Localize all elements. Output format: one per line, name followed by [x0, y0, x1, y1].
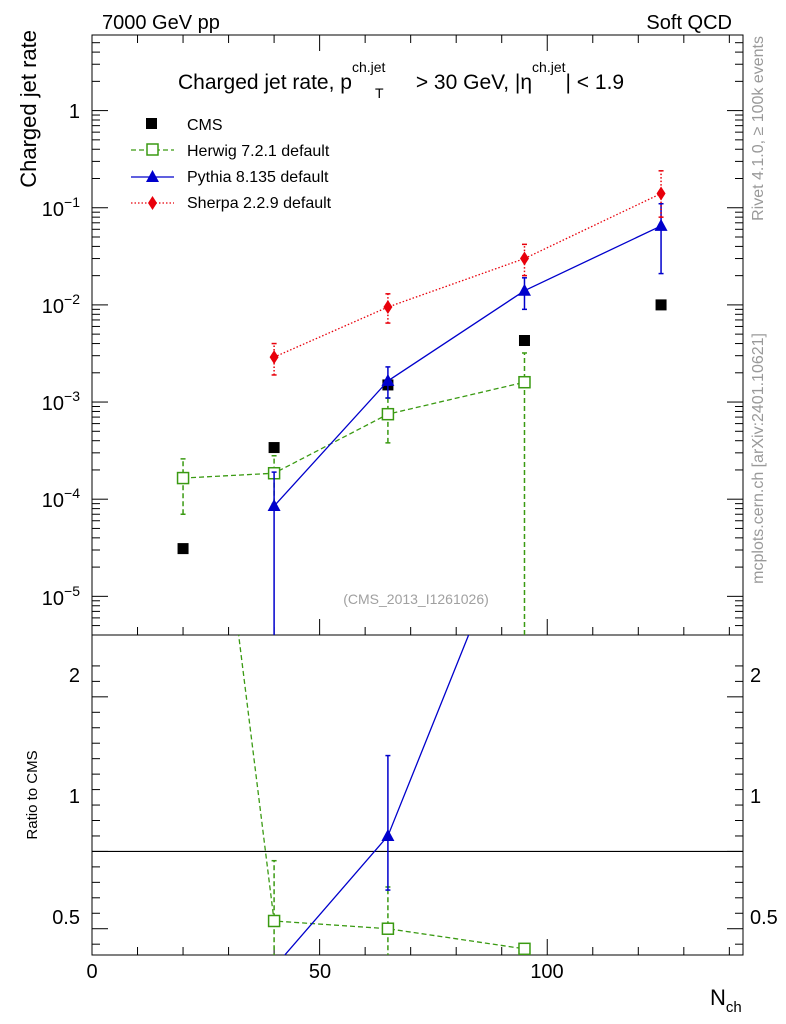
legend-label-herwig: Herwig 7.2.1 default [187, 143, 330, 160]
data-point-sherpa [269, 350, 279, 365]
data-point-cms [177, 543, 189, 555]
ratio-point-herwig [381, 922, 395, 935]
x-tick-label-0: 0 [86, 961, 97, 983]
data-point-cms [655, 299, 667, 311]
ratio-y-tick-label-2: 2 [69, 665, 80, 687]
data-point-sherpa [519, 251, 529, 266]
ratio-y-tick-label-0-5: 0.5 [52, 907, 80, 929]
y-tick-label-1e-2-exp: −2 [64, 291, 80, 307]
y-tick-label-1e-5-exp: −5 [64, 583, 80, 599]
data-point-herwig [381, 407, 395, 421]
chart-title-prefix: Charged jet rate, p [178, 71, 352, 94]
legend-label-sherpa: Sherpa 2.2.9 default [187, 195, 332, 212]
main-y-axis-label: Charged jet rate [16, 30, 41, 188]
ratio-y-tick-label-0-5-right: 0.5 [750, 907, 778, 929]
header-process-label: Soft QCD [646, 12, 732, 34]
chart-title: Charged jet rate, pch.jet T > 30 GeV, |ηc… [178, 59, 624, 101]
data-point-pythia [267, 499, 281, 512]
data-point-herwig [518, 375, 531, 389]
y-tick-label-1e-4: 10−4 [42, 485, 80, 512]
chart-title-pt-sub: T [375, 85, 384, 101]
y-tick-label-1e-2-base: 10 [42, 296, 64, 318]
series-line-pythia [273, 225, 662, 507]
y-tick-label-1e-3-exp: −3 [64, 388, 80, 404]
data-point-herwig [176, 471, 190, 485]
chart-title-suffix: | < 1.9 [566, 71, 625, 94]
ratio-point-herwig [267, 914, 281, 928]
y-tick-label-1e-5: 10−5 [42, 583, 80, 610]
y-tick-label-1e-4-exp: −4 [64, 485, 80, 501]
x-axis-label-sub: ch [726, 999, 742, 1016]
x-axis-label: Nch [710, 985, 742, 1016]
legend-label-cms: CMS [187, 117, 223, 134]
x-axis-label-base: N [710, 985, 726, 1010]
data-point-pythia [654, 218, 668, 231]
y-tick-label-1e-1-exp: −1 [64, 194, 80, 210]
ratio-panel-frame [91, 634, 744, 956]
ratio-y-tick-label-1: 1 [69, 786, 80, 808]
ratio-line-herwig [237, 635, 525, 950]
data-point-sherpa [383, 300, 393, 315]
y-tick-label-1e-5-base: 10 [42, 588, 64, 610]
x-tick-label-100: 100 [530, 961, 563, 983]
legend-marker-sherpa [148, 196, 157, 210]
data-point-cms [518, 335, 530, 347]
y-tick-label-1: 1 [69, 101, 80, 123]
legend-marker-pythia [146, 170, 159, 182]
rivet-version-label: Rivet 4.1.0, ≥ 100k events [750, 36, 767, 221]
ratio-y-tick-label-1-right: 1 [750, 786, 761, 808]
analysis-watermark: (CMS_2013_I1261026) [343, 591, 489, 607]
y-tick-label-1e-3: 10−3 [42, 388, 80, 415]
ratio-point-herwig [518, 942, 531, 955]
legend: CMS Herwig 7.2.1 default Pythia 8.135 de… [131, 117, 332, 212]
header-energy-label: 7000 GeV pp [102, 12, 220, 34]
ratio-plot-area [92, 635, 743, 955]
main-y-tick-labels: 1 10−1 10−2 10−3 10−4 10−5 [42, 101, 80, 610]
ratio-y-axis-label: Ratio to CMS [24, 750, 41, 839]
y-tick-label-1e-3-base: 10 [42, 393, 64, 415]
y-tick-label-1e-2: 10−2 [42, 291, 80, 318]
y-tick-label-1e-1: 10−1 [42, 194, 80, 221]
legend-marker-cms [146, 118, 157, 129]
data-point-pythia [381, 373, 395, 386]
chart-title-pt-sup: ch.jet [352, 59, 386, 75]
y-tick-label-1e-1-base: 10 [42, 199, 64, 221]
data-point-cms [268, 442, 280, 454]
x-tick-label-50: 50 [309, 961, 331, 983]
ratio-y-tick-label-2-right: 2 [750, 665, 761, 687]
x-tick-labels: 0 50 100 [86, 961, 563, 983]
ratio-series-group [92, 635, 743, 955]
ratio-point-pythia [381, 828, 395, 841]
y-tick-label-1e-4-base: 10 [42, 490, 64, 512]
legend-label-pythia: Pythia 8.135 default [187, 169, 329, 186]
series-line-sherpa [273, 192, 662, 358]
data-point-sherpa [656, 186, 666, 201]
data-point-pythia [517, 283, 531, 296]
mcplots-label: mcplots.cern.ch [arXiv:2401.10621] [750, 333, 767, 584]
chart-title-middle: > 30 GeV, |η [410, 71, 532, 94]
axis-ticks [91, 34, 743, 955]
ratio-y-tick-labels: 2 1 0.5 2 1 0.5 [52, 665, 778, 929]
main-plot-area [176, 170, 668, 635]
legend-marker-herwig [146, 143, 159, 156]
chart-title-eta-sup: ch.jet [532, 59, 566, 75]
